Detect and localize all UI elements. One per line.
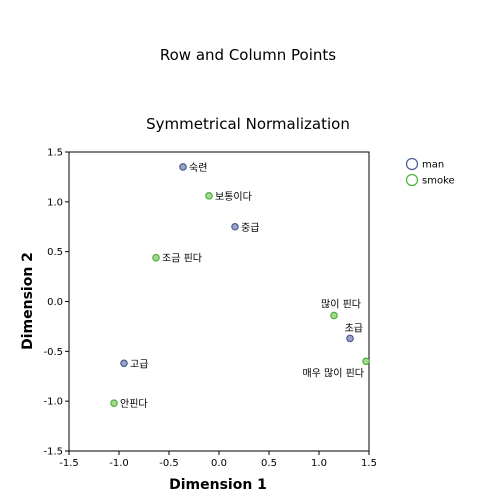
point-label: 조금 핀다 <box>162 253 202 265</box>
y-tick-label: -0.5 <box>43 347 63 358</box>
y-tick-label: 1.5 <box>47 148 63 159</box>
x-axis: -1.5 -1.0 -0.5 0.0 0.5 1.0 1.5 <box>59 451 377 469</box>
x-tick-label: -1.5 <box>59 458 79 469</box>
y-axis-label: Dimension 2 <box>20 252 36 350</box>
data-point-man <box>120 359 128 368</box>
x-tick-label: 1.5 <box>361 458 377 469</box>
data-point-man <box>231 222 239 231</box>
data-point-smoke <box>330 311 338 320</box>
x-axis-label: Dimension 1 <box>169 477 267 493</box>
x-tick-label: 0.5 <box>261 458 277 469</box>
legend-label-man: man <box>422 160 444 171</box>
legend-marker-smoke <box>405 173 419 187</box>
y-tick-label: -1.0 <box>43 397 63 408</box>
x-tick-label: 1.0 <box>311 458 327 469</box>
data-point-smoke <box>362 357 370 366</box>
y-tick-label: 1.0 <box>47 197 63 208</box>
point-label: 고급 <box>130 358 148 370</box>
legend: man smoke <box>405 157 455 187</box>
point-label: 많이 핀다 <box>321 298 361 310</box>
data-point-man <box>346 334 354 343</box>
y-tick-label: 0.5 <box>47 247 63 258</box>
legend-marker-man <box>405 157 419 171</box>
point-label: 중급 <box>241 222 259 234</box>
data-point-smoke <box>110 399 118 407</box>
data-point-smoke <box>205 192 213 200</box>
data-point-smoke <box>152 253 160 262</box>
x-tick-label: -1.0 <box>109 458 129 469</box>
y-tick-label: -1.5 <box>43 447 63 458</box>
point-label: 안핀다 <box>120 398 148 410</box>
point-label: 숙련 <box>189 162 207 174</box>
y-tick-label: 0.0 <box>47 297 63 308</box>
y-axis: 1.5 1.0 0.5 0.0 -0.5 -1.0 -1.5 <box>43 148 69 458</box>
x-tick-label: -0.5 <box>159 458 179 469</box>
chart-subtitle: Symmetrical Normalization <box>146 115 350 133</box>
data-point-man <box>179 163 187 171</box>
legend-label-smoke: smoke <box>422 176 455 187</box>
point-label: 매우 많이 핀다 <box>302 367 364 379</box>
point-label: 초급 <box>345 322 363 334</box>
point-label: 보통이다 <box>215 191 252 203</box>
x-tick-label: 0.0 <box>211 458 227 469</box>
chart-title: Row and Column Points <box>160 46 336 64</box>
